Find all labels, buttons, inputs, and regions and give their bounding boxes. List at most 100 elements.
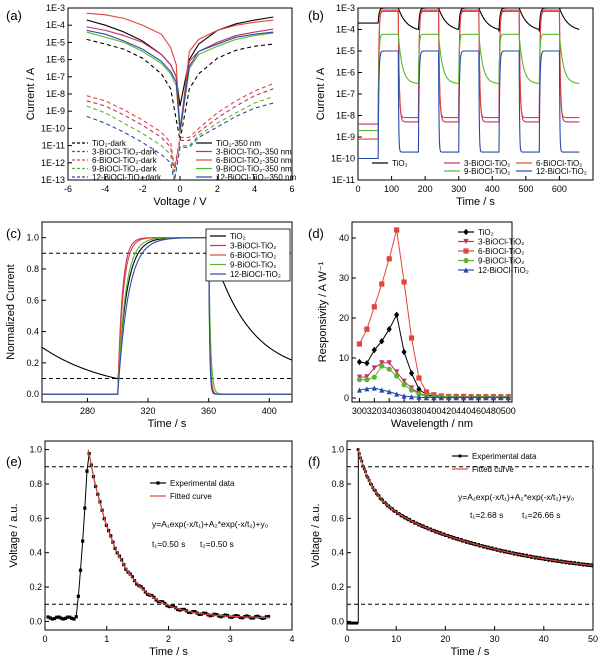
- y-axis-label: Normalized Current: [5, 264, 17, 359]
- y-tick-label: 1E-3: [336, 3, 355, 13]
- data-point: [473, 542, 477, 545]
- data-point: [241, 616, 245, 620]
- data-point: [364, 374, 370, 380]
- plot-area: [347, 448, 593, 625]
- y-tick-label: 0.4: [29, 548, 42, 558]
- data-point: [379, 360, 385, 366]
- data-point: [256, 614, 260, 618]
- x-tick-label: 360: [201, 406, 216, 416]
- data-point: [46, 615, 50, 619]
- y-tick-label: 40: [339, 233, 349, 243]
- data-point: [463, 238, 469, 245]
- y-tick-label: 0.0: [29, 616, 42, 626]
- fit-equation: y=A₁exp(-x/t₁)+A₂*exp(-x/t₂)+y₀: [152, 519, 269, 529]
- data-point: [463, 228, 469, 236]
- data-point: [416, 391, 422, 397]
- data-point: [401, 393, 407, 399]
- data-point: [371, 374, 377, 380]
- x-tick-label: 0: [177, 184, 182, 194]
- legend-entry: 6-BiOCl-TiO₂-dark: [92, 156, 158, 165]
- plot-frame: [41, 221, 293, 403]
- series-line: [358, 50, 580, 160]
- x-tick-label: 4: [252, 184, 257, 194]
- data-point: [401, 279, 407, 285]
- panel-label: (a): [6, 8, 22, 23]
- data-point: [371, 346, 377, 354]
- x-tick-label: -2: [139, 184, 147, 194]
- y-tick-label: 1E-11: [42, 141, 65, 151]
- data-point: [364, 386, 370, 392]
- data-point: [463, 267, 469, 273]
- legend-entry: 12-BiOCl-TiO₂: [478, 266, 529, 275]
- y-tick-label: 1E-4: [336, 25, 355, 35]
- panel-label: (e): [6, 454, 22, 469]
- x-tick-label: -6: [64, 184, 72, 194]
- data-point: [379, 338, 385, 345]
- data-point: [425, 525, 429, 529]
- legend-entry: 6-BiOCl-TiO₂: [478, 247, 524, 256]
- y-tick-label: 1E-6: [336, 68, 355, 78]
- x-tick-label: 30: [490, 634, 500, 644]
- y-tick-label: 1E-5: [336, 46, 355, 56]
- legend-entry: 3-BiOCl-TiO₂-350 nm: [216, 148, 292, 157]
- data-point: [251, 616, 256, 620]
- y-tick-label: 0: [344, 393, 349, 403]
- data-point: [76, 594, 80, 598]
- data-point: [356, 341, 363, 347]
- data-point: [266, 614, 271, 619]
- data-point: [394, 227, 400, 233]
- y-tick-label: 1.0: [26, 233, 39, 243]
- data-point: [161, 600, 165, 604]
- data-point: [212, 612, 217, 616]
- legend-entry: 3-BiOCl-TiO₂-dark: [92, 148, 158, 157]
- y-tick-label: 1E-4: [46, 20, 65, 30]
- x-tick-label: 4: [289, 634, 294, 644]
- y-tick-label: 20: [339, 313, 349, 323]
- x-tick-label: 380: [411, 406, 426, 416]
- y-tick-label: 1.0: [331, 445, 344, 455]
- y-tick-label: 1E-9: [46, 106, 65, 116]
- data-point: [401, 348, 407, 356]
- legend-entry: Experimental data: [472, 452, 537, 461]
- y-tick-label: 1E-10: [41, 123, 65, 133]
- data-point: [245, 614, 249, 618]
- panel-b: (b) 0 100 200 300 400 500 600 1E-11 1E-10 1E-9 1E-8…: [308, 3, 594, 208]
- series-line: [86, 38, 274, 141]
- panel-e: (e) 0 1 2 3 4 0.0 0.2 0.4 0.6 0.8 1.0 Time / s Voltag…: [6, 440, 295, 658]
- x-tick-label: 320: [367, 406, 382, 416]
- data-point: [234, 613, 238, 618]
- data-point: [260, 616, 264, 620]
- fit-param: t₂=0.50 s: [200, 539, 234, 549]
- data-point: [81, 539, 85, 543]
- data-point: [483, 395, 489, 401]
- data-point: [490, 546, 494, 550]
- data-point: [230, 615, 234, 619]
- data-point: [204, 611, 208, 615]
- y-tick-label: 1E-8: [336, 111, 355, 121]
- y-axis-label: Voltage / a.u.: [8, 503, 20, 567]
- y-tick-label: 0.8: [26, 264, 39, 274]
- series-line: [358, 9, 580, 140]
- data-point: [189, 610, 193, 615]
- series-line: [359, 313, 509, 398]
- data-point: [228, 615, 232, 619]
- y-tick-label: 0.2: [26, 358, 39, 368]
- data-point: [57, 615, 61, 619]
- data-point: [156, 599, 160, 604]
- data-point: [442, 532, 446, 536]
- x-tick-label: 20: [440, 634, 450, 644]
- data-point: [356, 387, 363, 393]
- x-axis-label: Time / s: [451, 646, 490, 658]
- plot-area: [45, 449, 292, 621]
- data-point: [72, 617, 76, 621]
- data-point: [490, 395, 496, 401]
- data-point: [423, 389, 430, 395]
- x-tick-label: 320: [141, 406, 156, 416]
- data-point: [408, 518, 412, 521]
- data-point: [371, 385, 377, 391]
- y-tick-label: 0.2: [331, 582, 344, 592]
- x-tick-label: 400: [262, 406, 277, 416]
- data-point: [463, 248, 469, 254]
- data-point: [401, 378, 407, 384]
